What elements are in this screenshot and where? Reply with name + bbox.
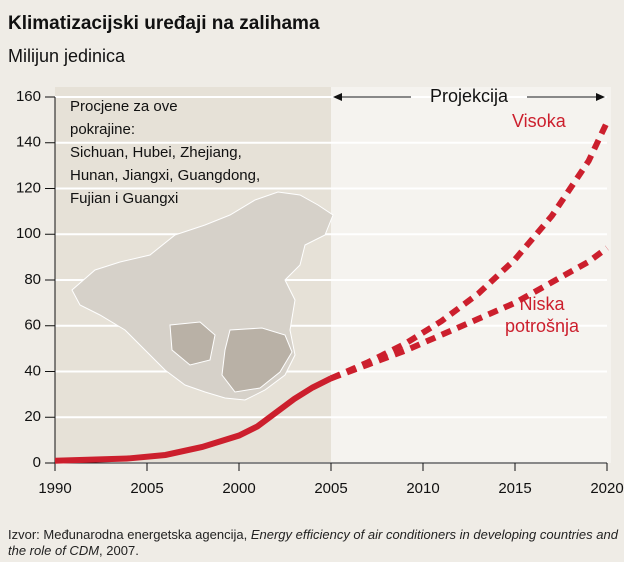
arrow-head [333, 93, 342, 101]
series-label: Niska potrošnja [504, 293, 580, 336]
arrow-head [596, 93, 605, 101]
y-tick-label: 0 [33, 454, 41, 471]
x-tick-label: 2005 [130, 480, 163, 497]
x-tick-label: 2000 [222, 480, 255, 497]
source-title: Energy efficiency of air conditioners in… [8, 527, 618, 558]
annotation: pokrajine: [70, 121, 135, 138]
chart-title: Klimatizacijski uređaji na zalihama [8, 13, 320, 34]
x-tick-label: 2020 [590, 480, 623, 497]
series-line [329, 245, 609, 382]
map-province [169, 321, 216, 366]
x-tick-label: 2005 [314, 480, 347, 497]
y-tick-label: 120 [16, 179, 41, 196]
annotation: Hunan, Jiangxi, Guangdong, [70, 167, 260, 184]
y-tick-label: 20 [24, 408, 41, 425]
x-tick-label: 2010 [406, 480, 439, 497]
y-tick-label: 60 [24, 317, 41, 334]
y-tick-label: 140 [16, 134, 41, 151]
x-tick-label: 2015 [498, 480, 531, 497]
y-tick-label: 100 [16, 225, 41, 242]
source-text: Izvor: Međunarodna energetska agencija, [8, 527, 251, 542]
source: Izvor: Međunarodna energetska agencija, … [8, 527, 618, 559]
source-text: , 2007. [99, 543, 139, 558]
annotation: Sichuan, Hubei, Zhejiang, [70, 144, 242, 161]
y-tick-label: 80 [24, 271, 41, 288]
annotation: Procjene za ove [70, 98, 178, 115]
x-tick-label: 1990 [38, 480, 71, 497]
map [71, 191, 334, 401]
series-line [54, 375, 333, 464]
projection-label: Projekcija [430, 86, 509, 106]
chart-subtitle: Milijun jedinica [8, 46, 126, 66]
map-province [221, 327, 293, 393]
series-line [329, 120, 610, 382]
annotation: Fujian i Guangxi [70, 190, 178, 207]
y-tick-label: 40 [24, 362, 41, 379]
series-label: Visoka [512, 111, 566, 132]
y-tick-label: 160 [16, 88, 41, 105]
